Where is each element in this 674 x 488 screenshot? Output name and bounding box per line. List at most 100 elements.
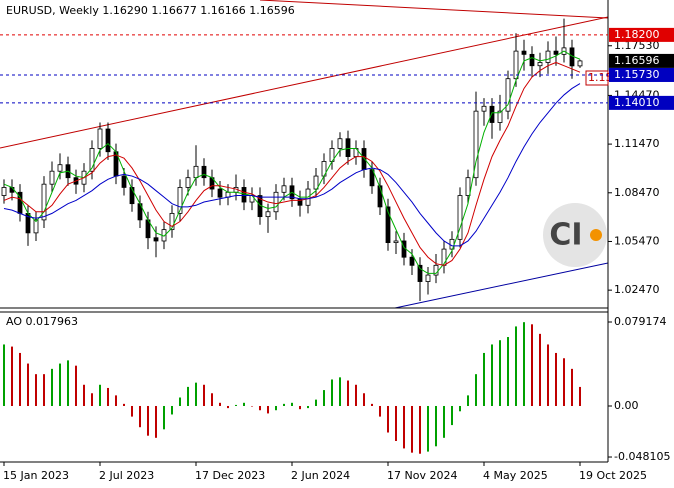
moving-average [3, 61, 581, 266]
ao-bar [347, 380, 349, 406]
ao-bar [547, 344, 549, 406]
candle-body [473, 110, 479, 179]
ao-bar [267, 405, 269, 414]
ao-bar [435, 405, 437, 447]
moving-average [3, 50, 581, 274]
candle-body [153, 237, 159, 242]
candle-body [41, 183, 47, 221]
level-label-box [609, 95, 674, 110]
ao-bar [107, 387, 109, 406]
ao-bar [483, 352, 485, 406]
candle-body [433, 264, 439, 276]
candle-body [409, 256, 415, 266]
ao-bar [299, 405, 301, 410]
candle-body [129, 187, 135, 205]
ao-bar [371, 403, 373, 406]
ao-bar [315, 399, 317, 406]
candle-body [273, 191, 279, 213]
candle-body [121, 175, 127, 188]
y-tick-label: 1.02470 [614, 283, 660, 296]
candle-body [393, 240, 399, 244]
candle-body [361, 148, 367, 170]
x-tick-label: 17 Nov 2024 [387, 469, 457, 482]
candle-body [369, 169, 375, 187]
ao-bar [579, 386, 581, 406]
ao-bar [203, 384, 205, 406]
candle-body [537, 62, 543, 67]
candle-body [465, 177, 471, 196]
candle-body [489, 105, 495, 123]
logo-text: CI [549, 218, 582, 253]
y-tick-label: 1.08470 [614, 186, 660, 199]
ao-bar [539, 333, 541, 406]
ao-bar [243, 402, 245, 406]
ao-bar [51, 368, 53, 406]
ao-bar [43, 374, 45, 406]
ao-bar [323, 390, 325, 406]
x-tick-label: 17 Dec 2023 [195, 469, 265, 482]
ao-bar [331, 379, 333, 406]
ao-bar [427, 405, 429, 452]
candle-body [553, 50, 559, 55]
ao-bar [563, 358, 565, 406]
trend-line [259, 0, 609, 19]
ao-bar [259, 405, 261, 411]
candle-body [313, 175, 319, 190]
price-label: 1.16596 [614, 54, 660, 67]
candle-body [337, 138, 343, 149]
x-tick-label: 2 Jul 2023 [99, 469, 154, 482]
x-tick-label: 2 Jun 2024 [291, 469, 350, 482]
annotation: 1.15 [588, 71, 613, 84]
candle-body [241, 187, 247, 203]
ao-bar [515, 326, 517, 406]
ao-bar [283, 403, 285, 406]
ao-bar [155, 405, 157, 438]
ao-bar [475, 374, 477, 406]
trend-line [0, 16, 609, 149]
logo-circle [543, 203, 607, 267]
ao-bar [3, 344, 5, 406]
ao-bar [219, 402, 221, 406]
ao-bar [459, 405, 461, 412]
logo: CI [543, 203, 607, 267]
ao-bar [147, 405, 149, 436]
x-tick-label: 19 Oct 2025 [579, 469, 647, 482]
ao-bar [179, 397, 181, 406]
ao-bar [35, 374, 37, 406]
y-tick-label: 1.11470 [614, 137, 660, 150]
ao-bar [387, 405, 389, 433]
price-label-box [609, 53, 674, 68]
y-tick-label: 1.05470 [614, 234, 660, 247]
ao-bar [499, 340, 501, 406]
candle-body [89, 148, 95, 172]
candle-body [505, 78, 511, 112]
candle-body [49, 170, 55, 185]
candle-body [1, 187, 7, 196]
level-label: 1.15730 [614, 68, 660, 81]
candle-body [185, 177, 191, 188]
level-label: 1.18200 [614, 28, 660, 41]
ao-bar [379, 405, 381, 417]
ao-bar [171, 405, 173, 415]
candle-body [545, 50, 551, 63]
x-tick-label: 4 May 2025 [483, 469, 548, 482]
ao-bar [403, 405, 405, 449]
ao-bar [443, 405, 445, 438]
moving-average [3, 83, 581, 247]
y-tick-label: 0.079174 [614, 315, 667, 328]
ao-bar [291, 402, 293, 406]
candle-body [529, 53, 535, 67]
y-tick-label: 1.17530 [614, 39, 660, 52]
candle-body [97, 128, 103, 149]
ao-bar [395, 405, 397, 441]
candle-body [177, 187, 183, 214]
ao-bar [67, 360, 69, 406]
level-label-box [609, 27, 674, 42]
candle-body [57, 164, 63, 172]
ao-bar [187, 386, 189, 406]
ao-bar [163, 405, 165, 430]
ao-bar [467, 395, 469, 406]
indicator-title: AO 0.017963 [6, 315, 78, 328]
candle-body [425, 274, 431, 282]
